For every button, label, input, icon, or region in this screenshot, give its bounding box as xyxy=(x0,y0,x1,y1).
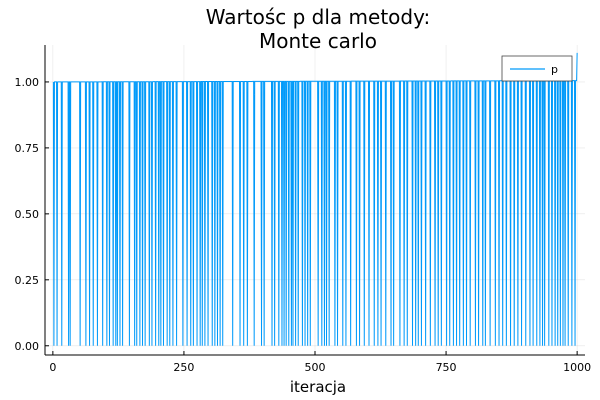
chart-title-line-2: Monte carlo xyxy=(259,29,377,53)
legend-series-p-label: p xyxy=(551,63,558,76)
series-p-line-group xyxy=(52,52,578,346)
y-tick-label: 0.25 xyxy=(15,274,40,287)
x-tick-label: 750 xyxy=(436,361,457,374)
x-ticks: 0 250 500 750 1000 xyxy=(49,351,591,374)
chart-title-line-1: Wartośc p dla metody: xyxy=(206,5,430,29)
legend: p xyxy=(501,55,573,82)
x-axis-label: iteracja xyxy=(290,378,346,396)
x-tick-label: 1000 xyxy=(563,361,591,374)
y-tick-label: 0.50 xyxy=(15,208,40,221)
x-tick-label: 0 xyxy=(49,361,56,374)
x-tick-label: 250 xyxy=(173,361,194,374)
series-p-line xyxy=(52,52,578,346)
y-ticks: 0.00 0.25 0.50 0.75 1.00 xyxy=(15,76,49,353)
y-tick-label: 1.00 xyxy=(15,76,40,89)
y-tick-label: 0.75 xyxy=(15,142,40,155)
grid-lines xyxy=(45,45,585,355)
y-tick-label: 0.00 xyxy=(15,340,40,353)
x-tick-label: 500 xyxy=(305,361,326,374)
